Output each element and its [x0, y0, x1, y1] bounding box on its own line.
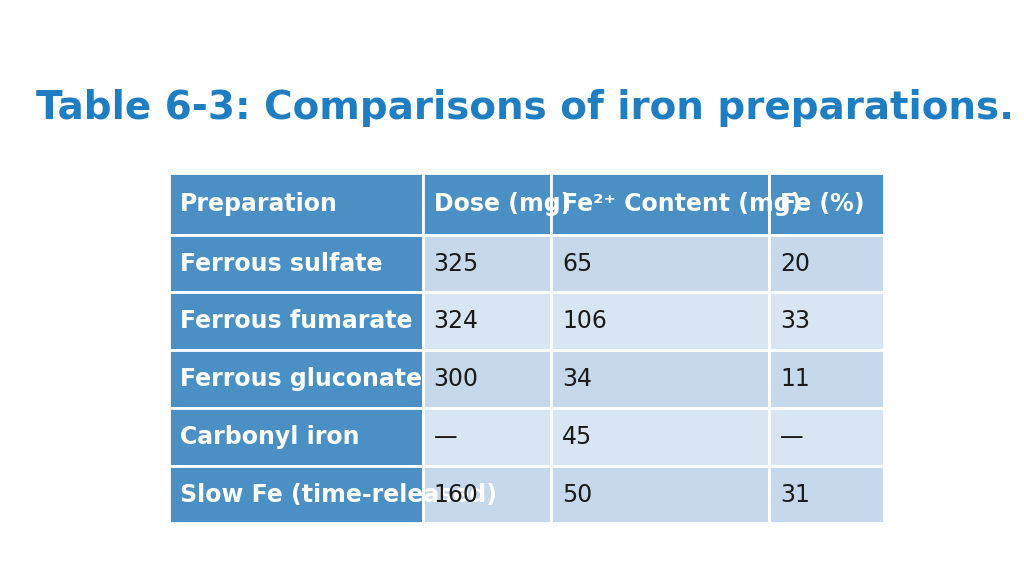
Bar [769, 234, 884, 293]
Text: Carbonyl iron: Carbonyl iron [180, 425, 359, 449]
Text: 50: 50 [562, 483, 592, 506]
Text: 106: 106 [562, 309, 607, 334]
Text: 34: 34 [562, 367, 592, 391]
Text: Slow Fe (time-released): Slow Fe (time-released) [180, 483, 497, 506]
Text: 11: 11 [780, 367, 810, 391]
Bar [551, 293, 769, 350]
Bar [551, 408, 769, 465]
Text: 20: 20 [780, 252, 810, 275]
Bar [169, 350, 423, 408]
Text: 45: 45 [562, 425, 592, 449]
Bar [423, 350, 551, 408]
Text: 31: 31 [780, 483, 810, 506]
Text: 325: 325 [433, 252, 479, 275]
Bar [169, 234, 423, 293]
Text: Preparation: Preparation [180, 192, 338, 216]
Bar [169, 293, 423, 350]
Text: 65: 65 [562, 252, 592, 275]
Text: Fe (%): Fe (%) [780, 192, 864, 216]
Bar [169, 408, 423, 465]
Bar [769, 408, 884, 465]
Text: 300: 300 [433, 367, 478, 391]
Bar [423, 293, 551, 350]
Text: Table 6-3: Comparisons of iron preparations.: Table 6-3: Comparisons of iron preparati… [36, 89, 1014, 127]
Text: —: — [433, 425, 457, 449]
Bar [769, 350, 884, 408]
Text: Ferrous fumarate: Ferrous fumarate [180, 309, 413, 334]
Bar [551, 350, 769, 408]
Bar [551, 234, 769, 293]
Bar [551, 173, 769, 234]
Bar [551, 465, 769, 524]
Text: Fe²⁺ Content (mg): Fe²⁺ Content (mg) [562, 192, 802, 216]
Bar [423, 465, 551, 524]
Bar [423, 408, 551, 465]
Text: Dose (mg): Dose (mg) [433, 192, 571, 216]
Text: 324: 324 [433, 309, 478, 334]
Bar [169, 465, 423, 524]
Bar [423, 234, 551, 293]
Text: 33: 33 [780, 309, 810, 334]
Text: Ferrous sulfate: Ferrous sulfate [180, 252, 382, 275]
Bar [169, 173, 423, 234]
Text: 160: 160 [433, 483, 478, 506]
Bar [769, 173, 884, 234]
Bar [769, 293, 884, 350]
Bar [423, 173, 551, 234]
Text: —: — [780, 425, 804, 449]
Bar [769, 465, 884, 524]
Text: Ferrous gluconate: Ferrous gluconate [180, 367, 422, 391]
